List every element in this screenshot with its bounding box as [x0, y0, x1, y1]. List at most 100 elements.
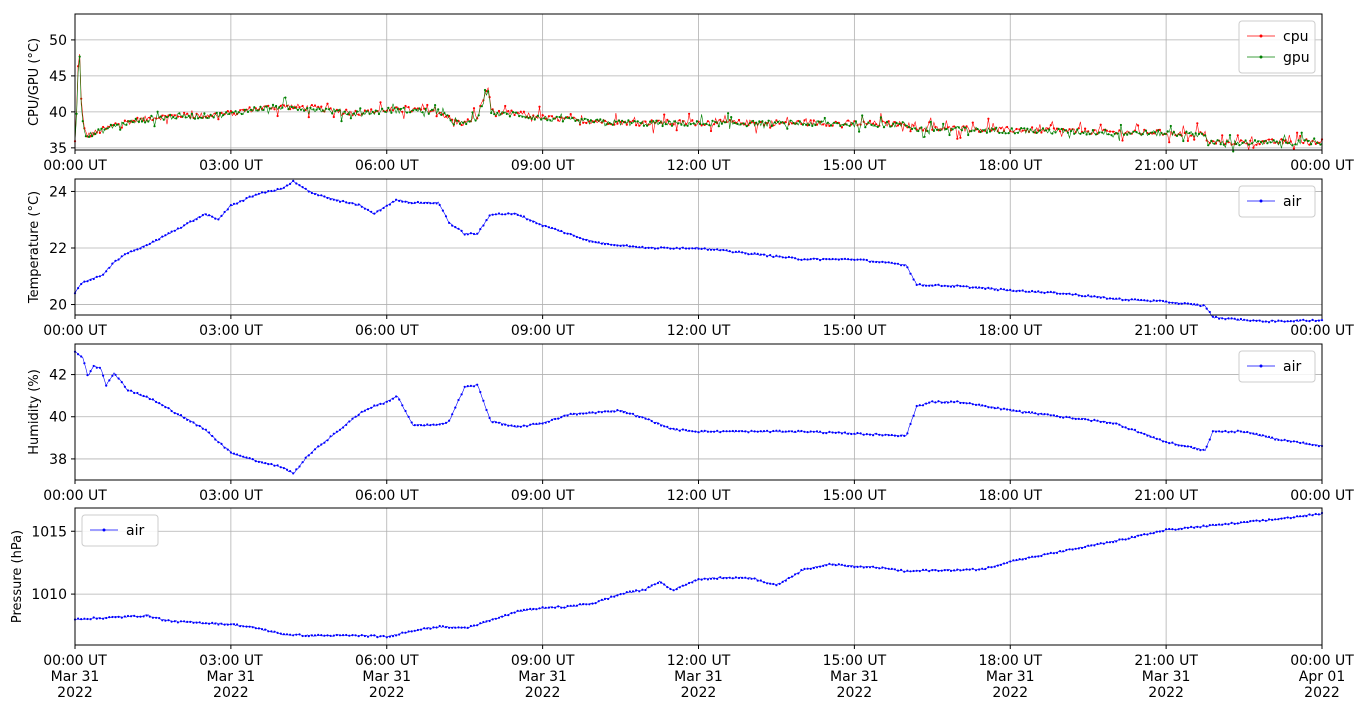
x-tick-label: 06:00 UT — [355, 488, 419, 504]
data-point — [1227, 431, 1230, 434]
data-point — [1099, 296, 1102, 299]
data-point — [541, 225, 544, 228]
data-point — [482, 224, 485, 227]
data-point — [1007, 132, 1010, 135]
data-point — [328, 108, 331, 111]
data-point — [800, 258, 803, 261]
data-point — [775, 584, 778, 587]
data-point — [136, 248, 139, 251]
data-point — [538, 422, 541, 425]
data-point — [385, 204, 388, 207]
data-point — [515, 111, 518, 114]
data-point — [418, 107, 421, 110]
data-point — [1049, 290, 1052, 293]
data-point — [929, 120, 932, 123]
data-point — [391, 109, 395, 112]
data-point — [139, 247, 142, 250]
data-point — [175, 117, 178, 120]
data-point — [1126, 133, 1129, 136]
data-point — [783, 122, 786, 125]
data-point — [887, 261, 890, 264]
data-point — [670, 124, 674, 127]
data-point — [878, 567, 881, 570]
data-point — [561, 120, 565, 123]
data-point — [329, 634, 332, 638]
data-point — [639, 122, 642, 125]
data-point — [815, 430, 819, 433]
data-point — [931, 128, 934, 131]
data-point — [931, 569, 934, 572]
data-point — [681, 584, 685, 587]
data-point — [120, 255, 123, 258]
data-point — [734, 576, 738, 579]
data-point — [1059, 416, 1062, 419]
data-point — [1221, 523, 1224, 526]
data-point — [1016, 131, 1020, 134]
legend-box — [1238, 20, 1316, 74]
data-point — [102, 374, 105, 377]
data-point — [650, 584, 653, 587]
data-point — [1012, 559, 1015, 562]
data-point — [610, 595, 613, 598]
data-point — [245, 625, 248, 628]
data-point — [1112, 422, 1115, 425]
data-point — [1158, 530, 1161, 533]
data-point — [301, 461, 304, 464]
data-point — [136, 391, 139, 395]
data-point — [173, 412, 176, 415]
data-point — [444, 626, 448, 629]
data-point — [725, 577, 728, 580]
data-point — [1155, 299, 1158, 302]
data-point — [999, 563, 1003, 567]
x-tick-label: 2022 — [213, 685, 249, 701]
data-point — [451, 224, 454, 227]
data-point — [621, 119, 624, 122]
data-point — [441, 625, 444, 628]
data-point — [438, 423, 441, 426]
series-air — [73, 179, 1324, 324]
data-point — [1059, 550, 1062, 553]
data-point — [1205, 525, 1208, 528]
data-point — [1140, 431, 1143, 434]
data-point — [678, 429, 681, 432]
data-point — [338, 428, 342, 431]
data-point — [1002, 562, 1006, 565]
data-point — [840, 432, 844, 435]
data-point — [847, 119, 850, 122]
data-point — [773, 121, 777, 124]
data-point — [1250, 142, 1253, 145]
data-point — [681, 428, 685, 431]
data-point — [868, 119, 872, 122]
data-point — [731, 429, 734, 433]
data-point — [292, 179, 295, 182]
data-point — [1258, 520, 1261, 523]
data-point — [1069, 130, 1073, 133]
data-point — [1024, 411, 1027, 414]
data-point — [435, 202, 438, 205]
data-point — [1267, 138, 1271, 141]
data-point — [923, 135, 926, 138]
data-point — [666, 425, 669, 428]
data-point — [957, 126, 960, 129]
data-point — [778, 255, 781, 258]
data-point — [1186, 445, 1189, 448]
data-point — [993, 288, 996, 291]
data-point — [236, 623, 239, 626]
data-point — [741, 576, 744, 580]
data-point — [1275, 140, 1278, 143]
data-point — [1071, 293, 1074, 296]
data-point — [1314, 512, 1317, 516]
data-point — [1093, 295, 1096, 298]
data-point — [462, 121, 465, 124]
data-point — [505, 112, 508, 115]
data-point — [267, 630, 270, 633]
data-point — [781, 256, 784, 259]
data-point — [607, 597, 610, 601]
data-point — [722, 430, 725, 433]
data-point — [971, 567, 974, 570]
data-point — [1292, 147, 1295, 150]
data-point — [159, 115, 162, 118]
data-point — [794, 257, 797, 260]
data-point — [1225, 140, 1228, 143]
data-point — [102, 125, 105, 129]
